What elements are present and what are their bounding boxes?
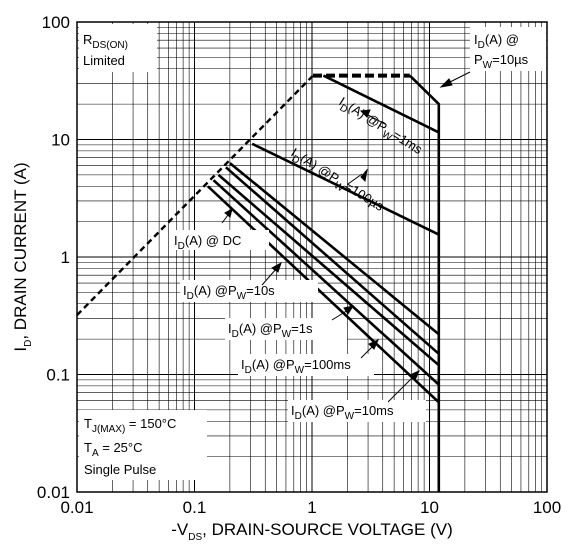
series-line-7: [217, 173, 440, 367]
annotation-boxes: [79, 24, 546, 480]
pw-10us-label: ID(A) @: [474, 32, 519, 51]
x-tick-label: 10: [420, 498, 439, 517]
pw-100us-label: ID(A) @PW=100µs: [286, 145, 387, 218]
series-line-8: [212, 179, 440, 386]
pw-10ms-label: ID(A) @PW=10ms: [291, 403, 394, 422]
x-tick-label: 0.01: [60, 498, 93, 517]
series-line-0: [76, 74, 314, 316]
rds-on-limited-label: RDS(ON): [83, 32, 128, 51]
tick-labels: 0.01 0.1 1 10 100 0.01 0.1 1 10 100: [37, 13, 561, 517]
x-tick-label: 0.1: [183, 498, 207, 517]
series-line-5: [229, 162, 440, 336]
pw-100ms-label: ID(A) @PW=100ms: [241, 357, 351, 376]
ta-label: TA = 25°C: [84, 440, 143, 459]
series-line-9: [207, 185, 440, 404]
x-axis-title: -VDS, DRAIN-SOURCE VOLTAGE (V): [171, 520, 453, 543]
tj-max-label: TJ(MAX) = 150°C: [84, 416, 176, 435]
single-pulse-label: Single Pulse: [84, 462, 156, 477]
y-tick-label: 10: [51, 131, 70, 150]
y-tick-label: 100: [42, 13, 70, 32]
y-tick-label: 0.1: [46, 366, 70, 385]
dc-label: ID(A) @ DC: [174, 233, 241, 252]
annotation-arrows: [221, 71, 471, 403]
series-line-2: [408, 74, 441, 492]
series-line-4: [251, 142, 440, 236]
series-group: [76, 73, 441, 492]
y-tick-label: 0.01: [37, 483, 70, 502]
pw-10s-label: ID(A) @PW=10s: [183, 283, 275, 302]
y-axis-title: ID, DRAIN CURRENT (A): [11, 162, 34, 351]
x-tick-label: 100: [533, 498, 561, 517]
rds-on-limited-line2: Limited: [83, 53, 125, 68]
series-line-3: [322, 74, 440, 134]
y-tick-label: 1: [61, 248, 70, 267]
series-line-6: [225, 166, 440, 355]
x-tick-label: 1: [307, 498, 316, 517]
plot-frame: [76, 21, 548, 493]
pw-10us-line2: PW=10µs: [474, 52, 529, 71]
pw-1s-label: ID(A) @PW=1s: [228, 321, 313, 340]
